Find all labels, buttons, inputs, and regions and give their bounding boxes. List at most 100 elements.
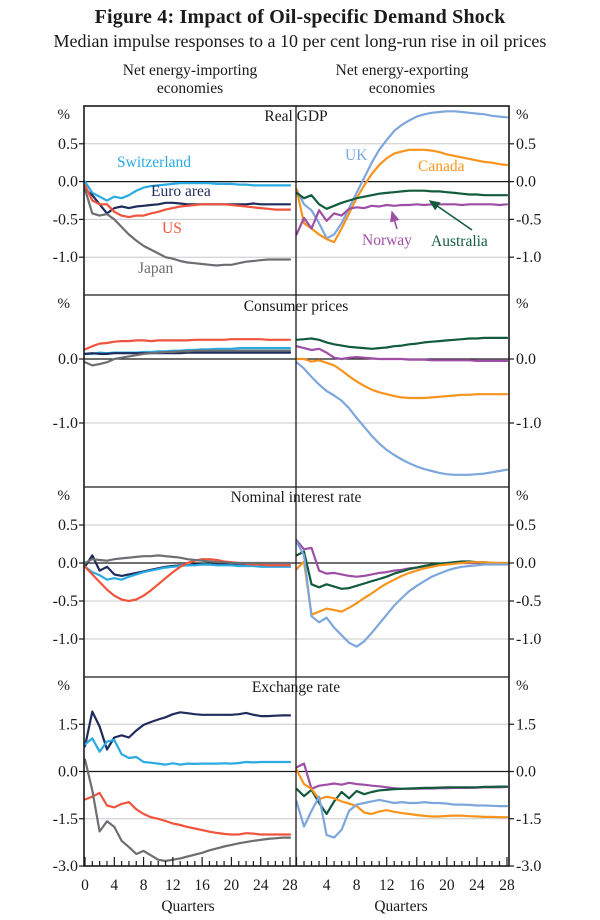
- line-canada-consumer-prices: [295, 357, 509, 400]
- y-tick-label-right: 1.5: [516, 716, 536, 733]
- y-tick-label-right: -1.0: [516, 415, 541, 432]
- series-label-euro-area: Euro area: [151, 183, 211, 200]
- y-tick-label-left: 0.5: [58, 136, 78, 153]
- x-tick-label: 0: [81, 877, 89, 894]
- y-axis-unit-left: %: [58, 488, 71, 504]
- line-us-exchange-rate: [83, 791, 292, 836]
- line-norway-real-gdp: [295, 203, 509, 236]
- series-label-switzerland: Switzerland: [117, 154, 192, 171]
- line-euro-area-real-gdp: [83, 188, 292, 215]
- y-tick-label-left: -1.0: [53, 415, 78, 432]
- line-australia-exchange-rate: [295, 785, 509, 816]
- series-label-australia: Australia: [431, 233, 488, 250]
- line-australia-consumer-prices: [295, 336, 509, 350]
- x-tick-label: 28: [282, 877, 298, 894]
- line-australia-real-gdp: [295, 189, 509, 210]
- y-tick-label-right: 0.0: [516, 174, 536, 191]
- x-axis-label-left: Quarters: [161, 898, 215, 915]
- panel-title-exchange-rate: Exchange rate: [251, 679, 341, 696]
- y-tick-label-right: -0.5: [516, 211, 541, 228]
- y-tick-label-left: 0.0: [58, 351, 78, 368]
- y-tick-label-left: -1.0: [53, 249, 78, 266]
- y-tick-label-left: -1.5: [53, 811, 78, 828]
- x-tick-label: 28: [499, 877, 515, 894]
- y-tick-label-right: 0.0: [516, 351, 536, 368]
- y-tick-label-left: 0.0: [58, 555, 78, 572]
- y-axis-unit-right: %: [516, 678, 529, 694]
- line-canada-real-gdp: [295, 148, 509, 244]
- y-tick-label-left: -1.0: [53, 631, 78, 648]
- line-japan-nominal-interest-rate: [83, 554, 292, 565]
- x-tick-label: 16: [194, 877, 210, 894]
- y-tick-label-left: -3.0: [53, 858, 78, 875]
- line-switzerland-nominal-interest-rate: [83, 563, 292, 581]
- line-canada-nominal-interest-rate: [295, 560, 509, 616]
- line-japan-consumer-prices: [83, 349, 292, 367]
- line-japan-real-gdp: [83, 188, 292, 267]
- x-tick-label: 20: [439, 877, 455, 894]
- series-label-norway: Norway: [362, 232, 412, 249]
- y-axis-unit-right: %: [516, 296, 529, 312]
- series-label-japan: Japan: [138, 260, 174, 277]
- panel-title-consumer-prices: Consumer prices: [243, 298, 349, 315]
- line-switzerland-real-gdp: [83, 180, 292, 202]
- y-tick-label-right: 0.0: [516, 764, 536, 781]
- y-tick-label-right: -1.0: [516, 631, 541, 648]
- y-axis-unit-left: %: [58, 107, 71, 123]
- y-axis-unit-left: %: [58, 678, 71, 694]
- line-euro-area-consumer-prices: [83, 351, 292, 355]
- y-tick-label-right: -0.5: [516, 593, 541, 610]
- line-canada-exchange-rate: [295, 768, 509, 819]
- y-tick-label-right: 0.5: [516, 517, 536, 534]
- x-tick-label: 4: [323, 877, 331, 894]
- x-tick-label: 8: [140, 877, 148, 894]
- line-us-consumer-prices: [83, 338, 292, 351]
- y-tick-label-left: 1.5: [58, 716, 78, 733]
- line-norway-exchange-rate: [295, 762, 509, 790]
- y-tick-label-left: 0.5: [58, 517, 78, 534]
- panel-title-nominal-interest-rate: Nominal interest rate: [230, 489, 362, 506]
- x-tick-label: 4: [110, 877, 118, 894]
- y-tick-label-right: 0.5: [516, 136, 536, 153]
- x-tick-label: 8: [353, 877, 361, 894]
- x-tick-label: 16: [409, 877, 425, 894]
- y-axis-unit-right: %: [516, 107, 529, 123]
- line-uk-consumer-prices: [295, 361, 509, 476]
- series-label-canada: Canada: [418, 158, 465, 175]
- y-tick-label-left: 0.0: [58, 174, 78, 191]
- y-axis-unit-right: %: [516, 488, 529, 504]
- figure-title: Figure 4: Impact of Oil-specific Demand …: [94, 6, 506, 28]
- plot-border: [83, 105, 510, 867]
- column-header-exporting: Net energy-exporting economies: [335, 62, 469, 98]
- y-tick-label-left: 0.0: [58, 764, 78, 781]
- y-tick-label-left: -0.5: [53, 211, 78, 228]
- line-uk-nominal-interest-rate: [295, 540, 509, 648]
- y-tick-label-right: -3.0: [516, 858, 541, 875]
- australia-arrow: [428, 200, 473, 231]
- line-japan-exchange-rate: [83, 758, 292, 863]
- line-euro-area-exchange-rate: [83, 710, 292, 751]
- x-tick-label: 24: [253, 877, 269, 894]
- column-header-importing: Net energy-importing economies: [122, 62, 258, 98]
- x-tick-label: 12: [165, 877, 181, 894]
- figure-subtitle: Median impulse responses to a 10 per cen…: [53, 31, 547, 51]
- y-tick-label-left: -0.5: [53, 593, 78, 610]
- series-label-uk: UK: [345, 147, 368, 164]
- line-uk-real-gdp: [295, 110, 509, 240]
- line-switzerland-exchange-rate: [83, 737, 292, 766]
- line-us-nominal-interest-rate: [83, 558, 292, 603]
- line-uk-exchange-rate: [295, 795, 509, 839]
- norway-arrow: [390, 210, 400, 230]
- x-tick-label: 24: [469, 877, 485, 894]
- line-us-real-gdp: [83, 184, 292, 219]
- y-tick-label-right: -1.5: [516, 811, 541, 828]
- x-tick-label: 12: [379, 877, 395, 894]
- y-axis-unit-left: %: [58, 296, 71, 312]
- line-norway-consumer-prices: [295, 345, 509, 362]
- panel-title-real-gdp: Real GDP: [264, 108, 328, 125]
- y-tick-label-right: -1.0: [516, 249, 541, 266]
- x-tick-label: 20: [224, 877, 240, 894]
- y-tick-label-right: 0.0: [516, 555, 536, 572]
